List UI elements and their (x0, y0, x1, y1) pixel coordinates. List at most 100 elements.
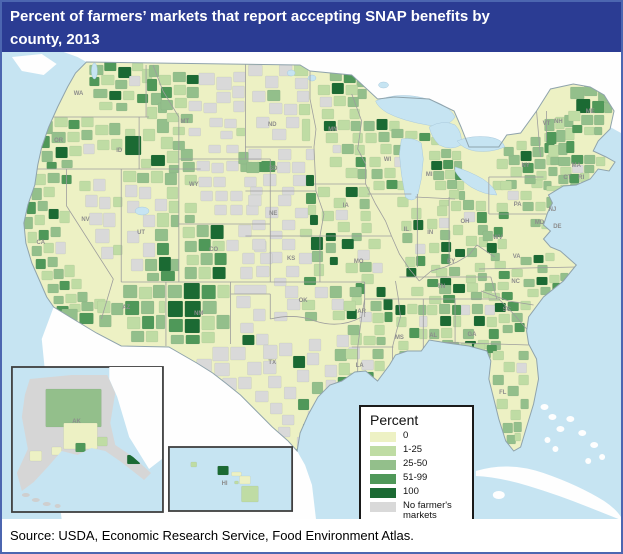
county-patch (145, 330, 159, 343)
county-patch (248, 64, 263, 77)
county-patch (278, 194, 292, 207)
county-patch (439, 229, 451, 241)
county-patch (584, 164, 595, 174)
puget-sound (91, 62, 98, 80)
county-patch (448, 266, 461, 277)
county-patch (319, 96, 333, 108)
county-patch (242, 334, 255, 346)
county-patch (68, 119, 80, 130)
county-patch (415, 243, 426, 255)
county-patch (209, 117, 223, 128)
state-label-ct: CT (563, 175, 571, 181)
county-patch (265, 206, 279, 219)
county-patch (183, 282, 200, 300)
county-patch (296, 90, 310, 103)
county-patch (224, 118, 237, 129)
county-patch (186, 86, 199, 99)
state-label-mt: MT (181, 119, 190, 125)
county-patch (341, 143, 354, 155)
vancouver-island (11, 54, 57, 75)
state-label-mn: MN (328, 127, 337, 133)
county-patch (488, 328, 499, 340)
county-patch (357, 168, 367, 180)
county-patch (359, 261, 372, 273)
county-patch (216, 91, 231, 104)
legend-swatch (370, 502, 396, 512)
county-patch (448, 189, 460, 200)
state-label-wi: WI (384, 157, 392, 163)
county-patch (558, 156, 571, 167)
county-patch (267, 89, 281, 102)
county-patch (59, 210, 70, 224)
county-patch (126, 316, 141, 330)
county-patch (334, 348, 347, 362)
county-patch (593, 126, 603, 136)
alaska-county-patch (97, 436, 108, 447)
county-patch (357, 249, 370, 261)
state-label-oh: OH (461, 219, 470, 225)
county-patch (372, 262, 383, 274)
county-patch (160, 136, 174, 150)
county-patch (493, 226, 503, 238)
county-patch (451, 304, 462, 316)
county-patch (518, 374, 529, 386)
county-patch (198, 266, 211, 280)
county-patch (507, 385, 519, 397)
county-patch (291, 161, 306, 174)
county-patch (321, 108, 335, 120)
county-patch (285, 265, 300, 278)
state-label-fl: FL (499, 390, 507, 396)
county-patch (496, 398, 508, 410)
county-patch (158, 300, 166, 314)
county-patch (418, 304, 427, 316)
county-patch (496, 202, 508, 213)
county-patch (38, 229, 49, 241)
county-patch (226, 239, 239, 252)
county-patch (518, 350, 529, 361)
state-label-ga: GA (468, 332, 478, 338)
state-label-wa: WA (74, 91, 84, 97)
county-patch (111, 302, 124, 316)
county-patch (376, 336, 386, 346)
county-patch (156, 242, 170, 256)
county-patch (252, 238, 266, 251)
county-patch (503, 361, 515, 373)
county-patch (292, 174, 307, 187)
county-patch (270, 230, 283, 240)
county-patch (341, 238, 354, 250)
county-patch (263, 360, 277, 375)
state-label-de: DE (553, 224, 561, 230)
county-patch (473, 315, 486, 327)
state-label-tx: TX (268, 360, 276, 366)
aleutian-islands (21, 493, 61, 508)
county-patch (233, 100, 245, 113)
county-patch (534, 158, 546, 170)
alaska-inset-canada (109, 367, 162, 469)
county-patch (41, 150, 53, 163)
county-patch (184, 318, 200, 334)
county-patch (402, 232, 413, 244)
county-patch (130, 330, 145, 343)
county-patch (226, 144, 239, 154)
county-patch (572, 164, 584, 174)
county-patch (236, 127, 246, 137)
county-patch (166, 150, 180, 164)
county-patch (150, 170, 164, 184)
county-patch (141, 315, 155, 330)
county-patch (202, 300, 217, 315)
county-patch (438, 199, 450, 207)
state-label-or: OR (54, 138, 64, 144)
county-patch (357, 88, 367, 100)
county-patch (246, 204, 259, 216)
county-patch (130, 258, 144, 272)
county-patch (452, 315, 462, 328)
county-patch (294, 207, 309, 219)
county-patch (146, 272, 160, 282)
state-label-ks: KS (287, 256, 295, 262)
county-patch (185, 334, 200, 345)
county-patch (345, 84, 358, 96)
county-patch (101, 246, 114, 260)
county-patch (285, 116, 300, 129)
county-patch (338, 362, 350, 376)
